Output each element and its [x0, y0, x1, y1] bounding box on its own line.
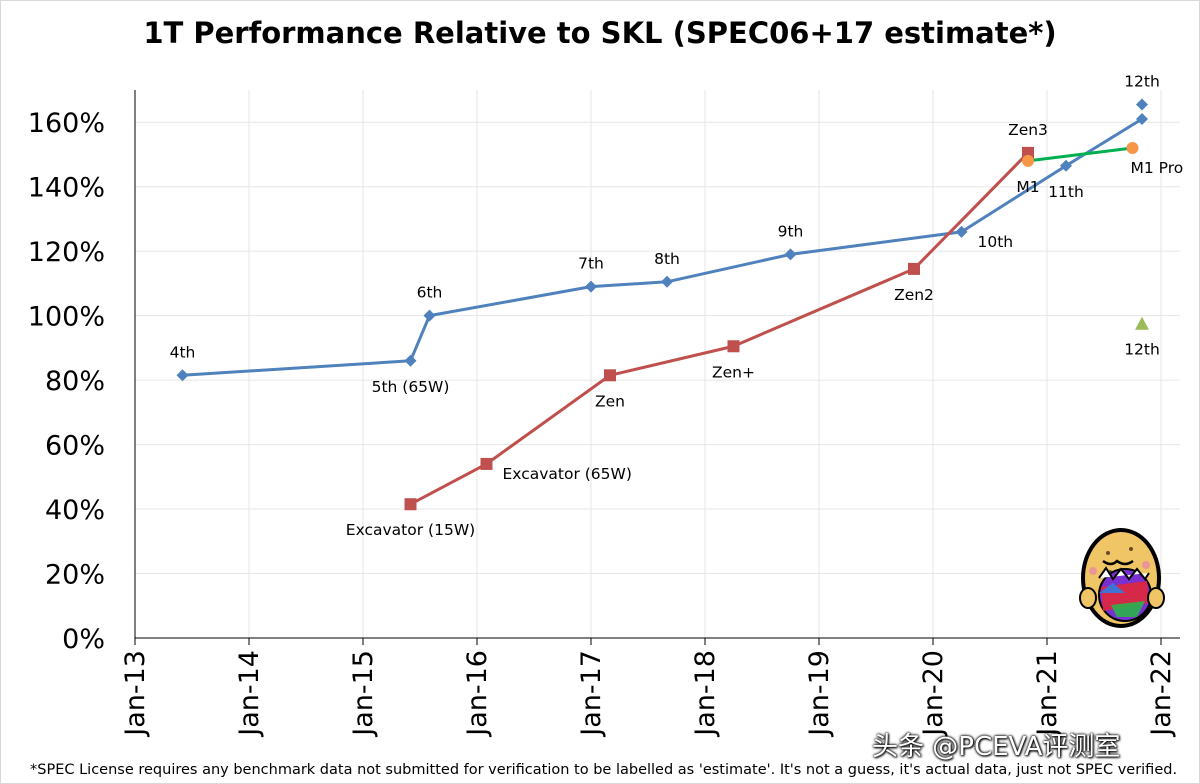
- data-label: 7th: [578, 255, 604, 273]
- diamond-marker: [661, 275, 673, 288]
- diamond-marker: [784, 248, 797, 261]
- y-tick-label: 120%: [28, 237, 105, 268]
- diamond-marker: [1136, 98, 1148, 111]
- triangle-marker: [1135, 316, 1149, 330]
- diamond-marker: [423, 309, 436, 322]
- series-markers: [176, 98, 1149, 511]
- data-label: Zen+: [712, 363, 755, 381]
- x-tick-label: Jan-20: [918, 650, 949, 738]
- diamond-marker: [176, 369, 189, 382]
- series-lines: [182, 117, 1143, 506]
- x-tick-label: Jan-19: [804, 650, 835, 738]
- data-label: 4th: [170, 343, 196, 361]
- series-line: [409, 151, 1030, 506]
- diamond-marker: [404, 354, 417, 367]
- square-marker: [908, 262, 920, 275]
- data-label: Zen2: [894, 286, 934, 304]
- x-tick-label: Jan-13: [120, 650, 151, 738]
- x-tick-label: Jan-21: [1032, 650, 1063, 738]
- diamond-marker: [1136, 113, 1148, 126]
- y-tick-label: 100%: [28, 302, 105, 333]
- diamond-marker: [585, 280, 597, 293]
- data-label: M1: [1016, 178, 1039, 196]
- data-label: 6th: [417, 284, 443, 302]
- y-tick-label: 80%: [45, 366, 105, 397]
- x-tick-label: Jan-16: [462, 650, 493, 738]
- y-tick-label: 60%: [45, 431, 105, 462]
- data-label: 8th: [654, 250, 680, 268]
- data-label: 12th: [1124, 341, 1160, 359]
- square-marker: [604, 369, 616, 382]
- data-label: 9th: [778, 222, 804, 240]
- diamond-marker: [955, 225, 968, 238]
- y-tick-label: 160%: [28, 108, 105, 139]
- potato-mascot-logo: [1079, 528, 1165, 628]
- data-label: Excavator (65W): [503, 465, 632, 483]
- square-marker: [727, 340, 740, 353]
- data-label: Excavator (15W): [346, 521, 475, 539]
- data-label: Zen3: [1008, 121, 1048, 139]
- diamond-marker: [1060, 159, 1072, 172]
- data-label: 11th: [1048, 183, 1084, 201]
- footnote: *SPEC License requires any benchmark dat…: [30, 762, 1178, 778]
- y-tick-label: 140%: [28, 173, 105, 204]
- x-tick-label: Jan-22: [1146, 650, 1177, 738]
- data-label: 10th: [978, 233, 1014, 251]
- x-tick-label: Jan-15: [348, 650, 379, 738]
- x-tick-label: Jan-18: [690, 650, 721, 738]
- circle-marker: [1126, 142, 1139, 155]
- watermark: 头条 @PCEVA评测室: [872, 732, 1121, 762]
- y-tick-label: 0%: [62, 624, 105, 655]
- data-label: 5th (65W): [372, 378, 450, 396]
- square-marker: [404, 498, 417, 511]
- data-label: Zen: [595, 392, 625, 410]
- circle-marker: [1022, 154, 1034, 167]
- chart-title: 1T Performance Relative to SKL (SPEC06+1…: [143, 16, 1057, 50]
- axes: 0% 20% 40% 60% 80% 100% 120% 140% 160% Jan-13 Jan-…: [28, 90, 1180, 738]
- square-marker: [480, 457, 493, 470]
- data-label: 12th: [1124, 73, 1160, 91]
- data-label: M1 Pro: [1131, 159, 1184, 177]
- data-labels: 4th 5th (65W) 6th 7th 8th 9th 10th 11th Excavato…: [170, 73, 1184, 540]
- series-line: [1027, 146, 1133, 163]
- x-tick-label: Jan-14: [234, 650, 265, 738]
- x-tick-label: Jan-17: [576, 650, 607, 738]
- y-tick-label: 20%: [45, 560, 105, 591]
- y-tick-label: 40%: [45, 495, 105, 526]
